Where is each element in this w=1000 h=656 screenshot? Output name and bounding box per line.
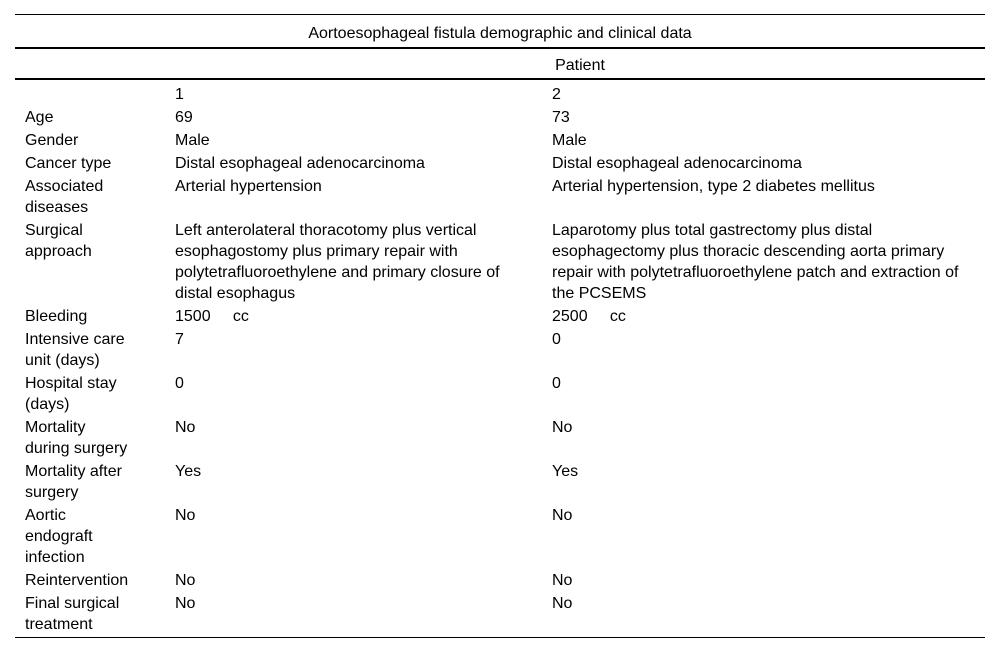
patient-1-value: Distal esophageal adenocarcinoma (175, 155, 425, 172)
patient-group-header: Patient (175, 48, 986, 80)
row-label: Associated diseases (25, 178, 104, 216)
table-row-gender: Gender Male Male (15, 128, 985, 151)
table-row-bleeding: Bleeding 1500 cc 2500 cc (15, 304, 985, 327)
patient-2-value: Male (552, 132, 587, 149)
column-group-header-row: Patient (15, 48, 986, 80)
row-label: Reintervention (25, 572, 129, 589)
patient-1-value: Arterial hypertension (175, 178, 322, 195)
patient-2-value: No (552, 572, 573, 589)
row-label: Surgical approach (25, 222, 92, 260)
patient-2-value: 73 (552, 109, 570, 126)
patient-1-value: Male (175, 132, 210, 149)
table-row-surgical-approach: Surgical approach Left anterolateral tho… (15, 218, 985, 304)
patient-1-column-header: 1 (175, 86, 184, 103)
table-title-row: Aortoesophageal fistula demographic and … (15, 14, 986, 49)
patient-2-value: Arterial hypertension, type 2 diabetes m… (552, 178, 875, 195)
table-row-hospital-stay: Hospital stay (days) 0 0 (15, 371, 985, 415)
row-label: Mortality after surgery (25, 463, 122, 501)
patient-2-value: 2500 cc (552, 308, 626, 325)
patient-1-value: 1500 cc (175, 308, 249, 325)
clinical-data-table: Aortoesophageal fistula demographic and … (15, 14, 986, 638)
row-label: Hospital stay (days) (25, 375, 117, 413)
row-label: Aortic endograft infection (25, 507, 93, 566)
empty-header-cell (15, 48, 175, 80)
patient-2-value: No (552, 419, 573, 436)
row-label: Cancer type (25, 155, 112, 172)
patient-2-value: Distal esophageal adenocarcinoma (552, 155, 802, 172)
table-row-final-surgical-treatment: Final surgical treatment No No (15, 591, 985, 638)
table-row-aortic-endograft-infection: Aortic endograft infection No No (15, 503, 985, 568)
table-row-associated-diseases: Associated diseases Arterial hypertensio… (15, 174, 985, 218)
empty-header-cell (15, 79, 175, 105)
patient-number-row: 1 2 (15, 79, 985, 105)
patient-2-column-header: 2 (552, 86, 561, 103)
patient-2-value: 0 (552, 331, 561, 348)
table-row-mortality-after-surgery: Mortality after surgery Yes Yes (15, 459, 985, 503)
table-row-intensive-care-unit: Intensive care unit (days) 7 0 (15, 327, 985, 371)
patient-2-value: Laparotomy plus total gastrectomy plus d… (552, 222, 963, 302)
table-row-mortality-during-surgery: Mortality during surgery No No (15, 415, 985, 459)
row-label: Bleeding (25, 308, 88, 325)
table-title: Aortoesophageal fistula demographic and … (15, 14, 986, 49)
row-label: Intensive care unit (days) (25, 331, 125, 369)
patient-2-value: Yes (552, 463, 579, 480)
row-label: Mortality during surgery (25, 419, 128, 457)
table-row-reintervention: Reintervention No No (15, 568, 985, 591)
patient-2-value: No (552, 507, 573, 524)
patient-1-value: Yes (175, 463, 202, 480)
row-label: Gender (25, 132, 79, 149)
patient-2-value: 0 (552, 375, 561, 392)
patient-1-value: No (175, 572, 196, 589)
table-row-age: Age 69 73 (15, 105, 985, 128)
patient-1-value: No (175, 419, 196, 436)
patient-1-value: Left anterolateral thoracotomy plus vert… (175, 222, 505, 302)
row-label: Final surgical treatment (25, 595, 120, 633)
table-row-cancer-type: Cancer type Distal esophageal adenocarci… (15, 151, 985, 174)
patient-1-value: 7 (175, 331, 184, 348)
patient-1-value: 0 (175, 375, 184, 392)
patient-1-value: No (175, 595, 196, 612)
row-label: Age (25, 109, 54, 126)
patient-2-value: No (552, 595, 573, 612)
patient-1-value: 69 (175, 109, 193, 126)
patient-1-value: No (175, 507, 196, 524)
